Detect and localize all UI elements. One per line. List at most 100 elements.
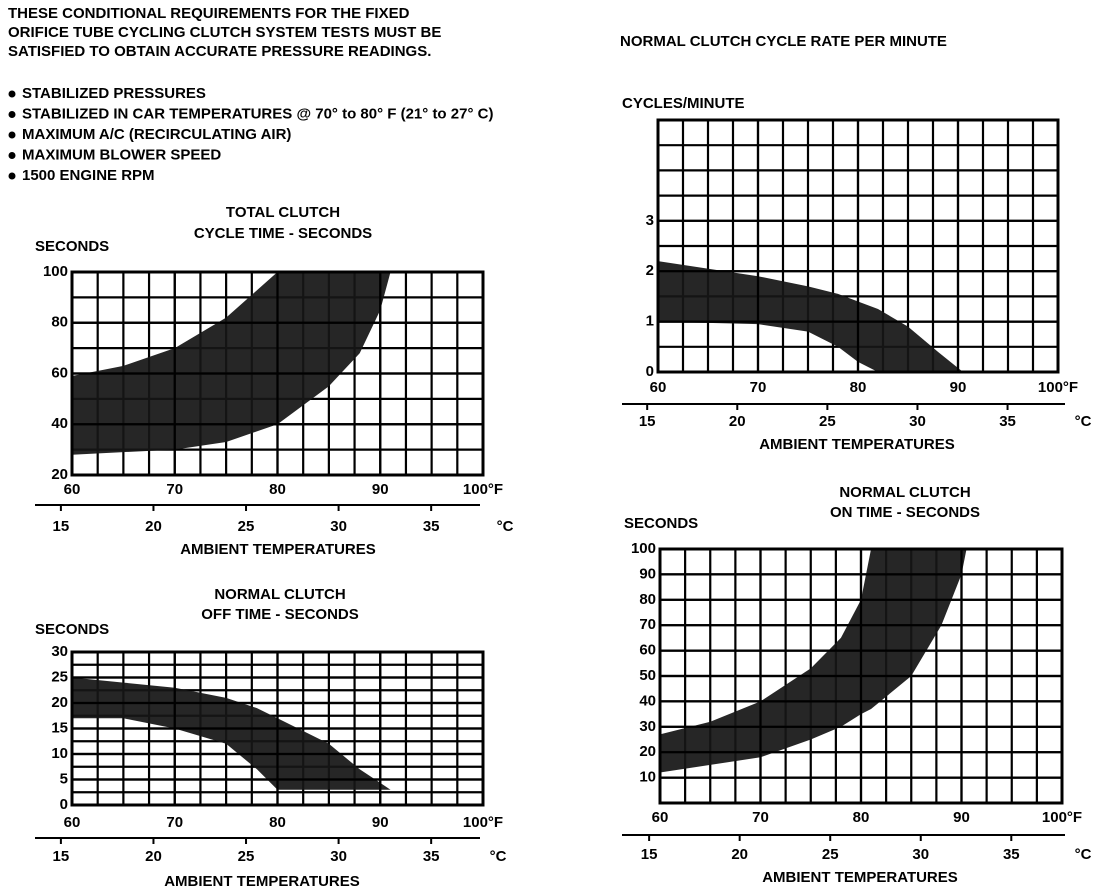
y-tick-label: 90 bbox=[639, 565, 656, 582]
y-tick-label: 80 bbox=[639, 591, 656, 608]
chart-title: NORMAL CLUTCH CYCLE RATE PER MINUTE bbox=[620, 33, 947, 50]
x2-tick-label: 15 bbox=[53, 848, 70, 865]
y-tick-label: 0 bbox=[646, 363, 654, 380]
bullet-text: MAXIMUM A/C (RECIRCULATING AIR) bbox=[22, 126, 291, 143]
chart-title: OFF TIME - SECONDS bbox=[201, 606, 359, 623]
plot-frame bbox=[656, 118, 1060, 374]
bullet-text: STABILIZED IN CAR TEMPERATURES @ 70° to … bbox=[22, 105, 493, 122]
x-tick-label: 70 bbox=[166, 814, 183, 831]
x-tick-label: 100°F bbox=[1042, 809, 1082, 826]
chart-title: ON TIME - SECONDS bbox=[830, 504, 980, 521]
x-tick-label: 70 bbox=[752, 809, 769, 826]
y-axis-label: SECONDS bbox=[624, 515, 698, 532]
x2-tick-label: 20 bbox=[731, 846, 748, 863]
x2-tick-label: 30 bbox=[330, 848, 347, 865]
x-tick-label: 60 bbox=[64, 481, 81, 498]
y-tick-label: 10 bbox=[51, 745, 68, 762]
chart-title: NORMAL CLUTCH bbox=[214, 586, 345, 603]
x2-tick-label: 25 bbox=[238, 518, 255, 535]
bullet-text: STABILIZED PRESSURES bbox=[22, 85, 206, 102]
x-tick-label: 80 bbox=[269, 481, 286, 498]
band-area bbox=[660, 549, 967, 773]
bullet-text: MAXIMUM BLOWER SPEED bbox=[22, 146, 221, 163]
x-tick-label: 80 bbox=[853, 809, 870, 826]
intro-line: SATISFIED TO OBTAIN ACCURATE PRESSURE RE… bbox=[8, 43, 431, 60]
x2-unit-label: °C bbox=[497, 518, 514, 535]
y-axis-label: CYCLES/MINUTE bbox=[622, 95, 745, 112]
chart-title: CYCLE TIME - SECONDS bbox=[194, 225, 372, 242]
x-tick-label: 100°F bbox=[463, 481, 503, 498]
x-tick-label: 80 bbox=[269, 814, 286, 831]
x-tick-label: 90 bbox=[953, 809, 970, 826]
x2-tick-label: 35 bbox=[1003, 846, 1020, 863]
y-tick-label: 60 bbox=[639, 642, 656, 659]
x-axis-label: AMBIENT TEMPERATURES bbox=[759, 436, 955, 453]
y-tick-label: 3 bbox=[646, 212, 654, 229]
x2-unit-label: °C bbox=[1075, 846, 1092, 863]
x2-tick-label: 25 bbox=[819, 413, 836, 430]
x-tick-label: 70 bbox=[750, 379, 767, 396]
x2-tick-label: 25 bbox=[822, 846, 839, 863]
x2-tick-label: 25 bbox=[238, 848, 255, 865]
y-tick-label: 40 bbox=[51, 415, 68, 432]
y-tick-label: 25 bbox=[51, 668, 68, 685]
x2-tick-label: 15 bbox=[639, 413, 656, 430]
chart-title: NORMAL CLUTCH bbox=[839, 484, 970, 501]
x2-tick-label: 15 bbox=[641, 846, 658, 863]
bullet-dot bbox=[8, 111, 16, 118]
x2-unit-label: °C bbox=[1075, 413, 1092, 430]
y-axis-label: SECONDS bbox=[35, 238, 109, 255]
y-tick-label: 20 bbox=[51, 466, 68, 483]
x2-tick-label: 20 bbox=[729, 413, 746, 430]
x2-tick-label: 35 bbox=[423, 848, 440, 865]
x-tick-label: 90 bbox=[372, 481, 389, 498]
band-area bbox=[72, 272, 391, 455]
x-tick-label: 60 bbox=[650, 379, 667, 396]
y-tick-label: 2 bbox=[646, 262, 654, 279]
y-tick-label: 0 bbox=[60, 796, 68, 813]
y-tick-label: 30 bbox=[51, 643, 68, 660]
y-tick-label: 80 bbox=[51, 314, 68, 331]
x2-tick-label: 35 bbox=[999, 413, 1016, 430]
x2-tick-label: 35 bbox=[423, 518, 440, 535]
plot-frame bbox=[70, 650, 485, 807]
x-axis-label: AMBIENT TEMPERATURES bbox=[180, 541, 376, 558]
x2-tick-label: 30 bbox=[330, 518, 347, 535]
bullet-text: 1500 ENGINE RPM bbox=[22, 167, 155, 184]
x2-tick-label: 20 bbox=[145, 518, 162, 535]
y-tick-label: 20 bbox=[51, 694, 68, 711]
y-tick-label: 40 bbox=[639, 692, 656, 709]
y-tick-label: 30 bbox=[639, 718, 656, 735]
y-axis-label: SECONDS bbox=[35, 621, 109, 638]
band-area bbox=[72, 677, 391, 790]
x-tick-label: 90 bbox=[950, 379, 967, 396]
x-axis-label: AMBIENT TEMPERATURES bbox=[164, 873, 360, 890]
intro-line: THESE CONDITIONAL REQUIREMENTS FOR THE F… bbox=[8, 5, 410, 22]
bullet-dot bbox=[8, 90, 16, 98]
x-tick-label: 60 bbox=[652, 809, 669, 826]
plot-frame bbox=[70, 270, 485, 477]
y-tick-label: 1 bbox=[646, 313, 654, 330]
x2-tick-label: 30 bbox=[909, 413, 926, 430]
plot-frame bbox=[658, 547, 1064, 805]
x-axis-label: AMBIENT TEMPERATURES bbox=[762, 869, 958, 886]
y-tick-label: 10 bbox=[639, 769, 656, 786]
x2-tick-label: 15 bbox=[53, 518, 70, 535]
x2-tick-label: 20 bbox=[145, 848, 162, 865]
x-tick-label: 60 bbox=[64, 814, 81, 831]
bullet-dot bbox=[8, 172, 16, 180]
y-tick-label: 60 bbox=[51, 364, 68, 381]
x-tick-label: 80 bbox=[850, 379, 867, 396]
x2-unit-label: °C bbox=[490, 848, 507, 865]
y-tick-label: 100 bbox=[43, 263, 68, 280]
bullet-dot bbox=[8, 152, 16, 159]
y-tick-label: 100 bbox=[631, 540, 656, 557]
bullet-dot bbox=[8, 131, 16, 139]
band-area bbox=[658, 261, 963, 372]
x2-tick-label: 30 bbox=[912, 846, 929, 863]
intro-line: ORIFICE TUBE CYCLING CLUTCH SYSTEM TESTS… bbox=[8, 24, 441, 41]
y-tick-label: 50 bbox=[639, 667, 656, 684]
x-tick-label: 70 bbox=[166, 481, 183, 498]
y-tick-label: 5 bbox=[60, 770, 68, 787]
